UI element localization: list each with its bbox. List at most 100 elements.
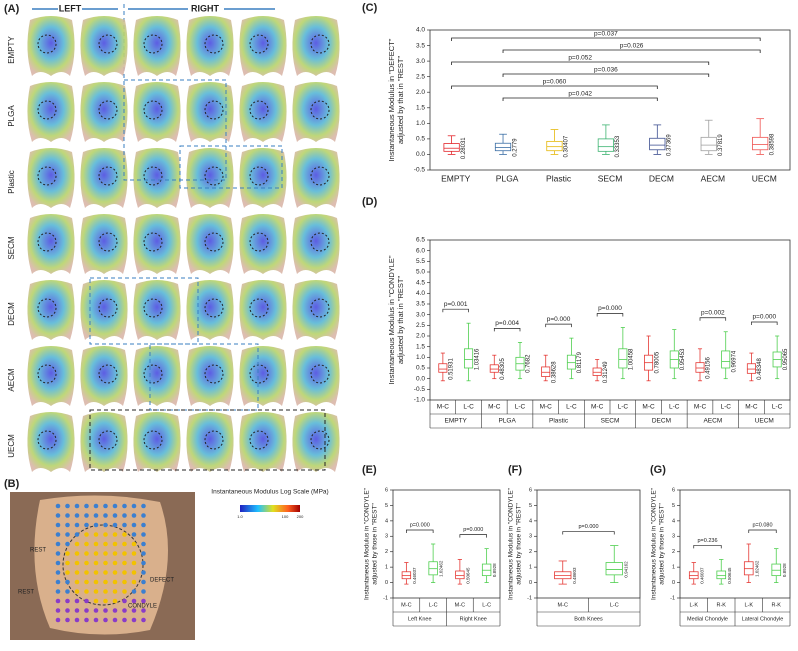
significance-bracket [502,73,710,77]
mean-label: 0.95453 [680,348,686,370]
panel-label: (B) [4,478,20,490]
dot [122,570,127,575]
specimen [27,148,75,208]
defect-circle [204,364,224,384]
dot [65,522,70,528]
defect-circle [249,232,269,252]
dot [93,560,99,566]
dot [112,551,118,556]
box-label: L-C [482,602,491,608]
panel-label: (A) [4,3,20,15]
box-label: M-C [745,404,758,411]
dot [74,522,80,528]
y-tick-label: 5 [385,503,388,509]
significance-bracket [699,317,727,321]
dot [93,522,99,528]
defect-circle [98,232,118,252]
box [695,362,705,373]
specimen [27,214,75,274]
box [721,350,731,369]
dot [55,617,61,623]
specimen [239,280,287,340]
dot [122,532,127,537]
mean-label: 0.48348 [757,358,763,380]
dot [141,513,146,518]
specimen [239,412,287,472]
mean-label: 0.8928 [782,563,787,577]
significance-bracket [502,97,658,101]
significance-bracket [451,85,658,89]
y-tick-label: -1 [527,595,532,601]
defect-circle [249,430,269,450]
dot [122,598,127,604]
dot [131,532,137,537]
dot [93,541,99,547]
dot [93,617,99,623]
x-tick-label: UECM [752,173,777,183]
dot [141,589,146,594]
box-label: R-K [717,602,727,608]
significance-bracket [693,545,722,549]
dot [122,589,127,594]
specimen [133,346,181,406]
defect-circle [310,34,330,54]
y-tick-label: 3 [385,534,388,540]
dot [84,579,89,585]
dot [112,522,118,528]
dot [55,598,61,604]
dot [141,532,146,537]
dot [103,522,108,528]
dot [131,551,137,556]
box [566,354,576,370]
box-label: L-C [720,404,731,411]
box [443,143,460,152]
defect-circle [310,166,330,186]
specimen [133,214,181,274]
dot [55,551,61,556]
mean-label: 0.49156 [706,357,712,379]
defect-circle [310,232,330,252]
y-tick-label: 0.0 [416,375,425,382]
mean-label: 1.03416 [474,348,480,370]
significance-bracket [751,321,778,325]
mean-label: 0.48305 [500,358,506,380]
group-label: DECM [652,418,671,425]
dot [74,598,80,604]
scale-tick: 1.0 [237,514,243,519]
specimen [239,16,287,76]
defect-circle [249,166,269,186]
highlight-box [89,409,326,471]
mean-label: 0.50645 [727,567,732,584]
dot [141,570,146,575]
dot [55,541,61,547]
specimen [239,214,287,274]
defect-circle [249,298,269,318]
significance-bracket [502,49,761,53]
box-label: L-C [566,404,577,411]
y-axis-label: Instantaneous Modulus in "CONDYLE" [387,255,396,384]
mean-label: 0.46037 [699,567,704,584]
dot [65,617,70,623]
significance-bracket [493,328,521,332]
box [746,363,756,374]
y-tick-label: 2.5 [416,73,425,80]
y-tick-label: 3.5 [416,42,425,49]
x-tick-label: EMPTY [441,173,471,183]
y-tick-label: 0.5 [416,365,425,372]
dot [112,589,118,594]
row-label: AECM [7,368,16,391]
dot [131,513,137,518]
dot [103,589,108,594]
specimen [80,412,128,472]
defect-circle [143,232,163,252]
x-tick-label: SECM [598,173,623,183]
dot [93,532,99,537]
highlight-box [179,145,283,189]
dot [131,579,137,585]
highlight-box [89,277,199,345]
p-value: p=0.080 [752,522,772,528]
dot [112,513,118,518]
box-label: M-C [540,404,553,411]
specimen [27,346,75,406]
dot [112,608,118,613]
